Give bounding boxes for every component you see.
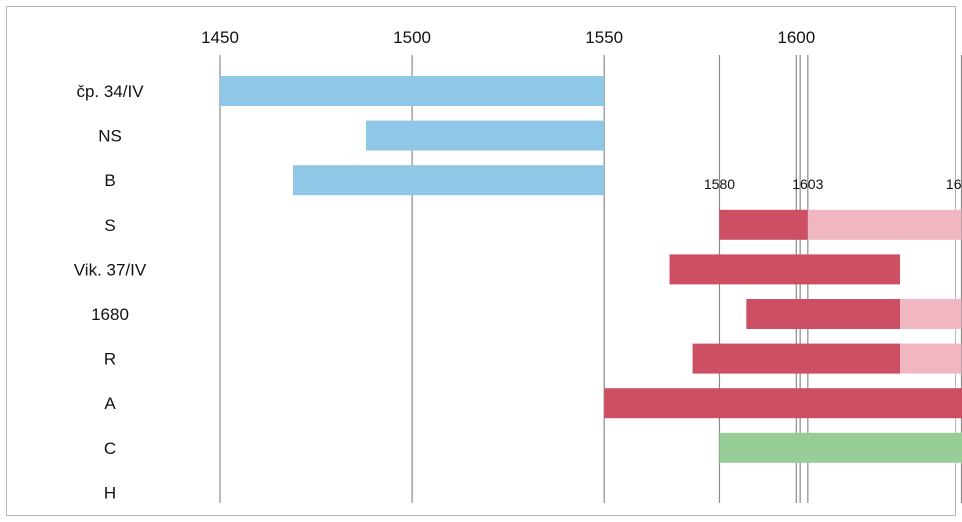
bar: [807, 209, 962, 240]
bar: [292, 165, 605, 196]
x-tick-label-1500: 1500: [393, 28, 431, 47]
annotations: 1580 1603 1643: [704, 176, 962, 192]
row-label: C: [104, 439, 116, 458]
row-label: 1680: [91, 305, 129, 324]
row-label: Vik. 37/IV: [74, 260, 147, 279]
bar: [900, 299, 962, 329]
bar: [900, 343, 962, 374]
bar: [719, 432, 962, 463]
row-label: R: [104, 350, 116, 369]
row-label: H: [104, 483, 116, 502]
x-tick-label-1550: 1550: [585, 28, 623, 47]
row-label: A: [104, 394, 116, 413]
row-label: NS: [98, 127, 122, 146]
annotation-1580: 1580: [704, 176, 735, 192]
bar: [692, 343, 901, 374]
x-tick-label-1450: 1450: [201, 28, 239, 47]
row-labels: čp. 34/IV NS B S Vik. 37/IV 1680 R A C H: [74, 82, 147, 502]
bar: [604, 388, 962, 419]
row-label: S: [104, 216, 115, 235]
x-tick-label-1600: 1600: [777, 28, 815, 47]
annotation-1643: 1643: [946, 176, 962, 192]
x-axis-ticks: 14501500155016001650170017501800: [201, 28, 815, 47]
bar: [669, 254, 901, 285]
bar: [220, 76, 605, 106]
bars: [220, 76, 962, 463]
bar: [746, 299, 901, 329]
bar: [365, 120, 605, 151]
row-label: čp. 34/IV: [76, 82, 144, 101]
row-label: B: [104, 171, 115, 190]
annotation-1603: 1603: [792, 176, 823, 192]
bar: [719, 209, 808, 240]
